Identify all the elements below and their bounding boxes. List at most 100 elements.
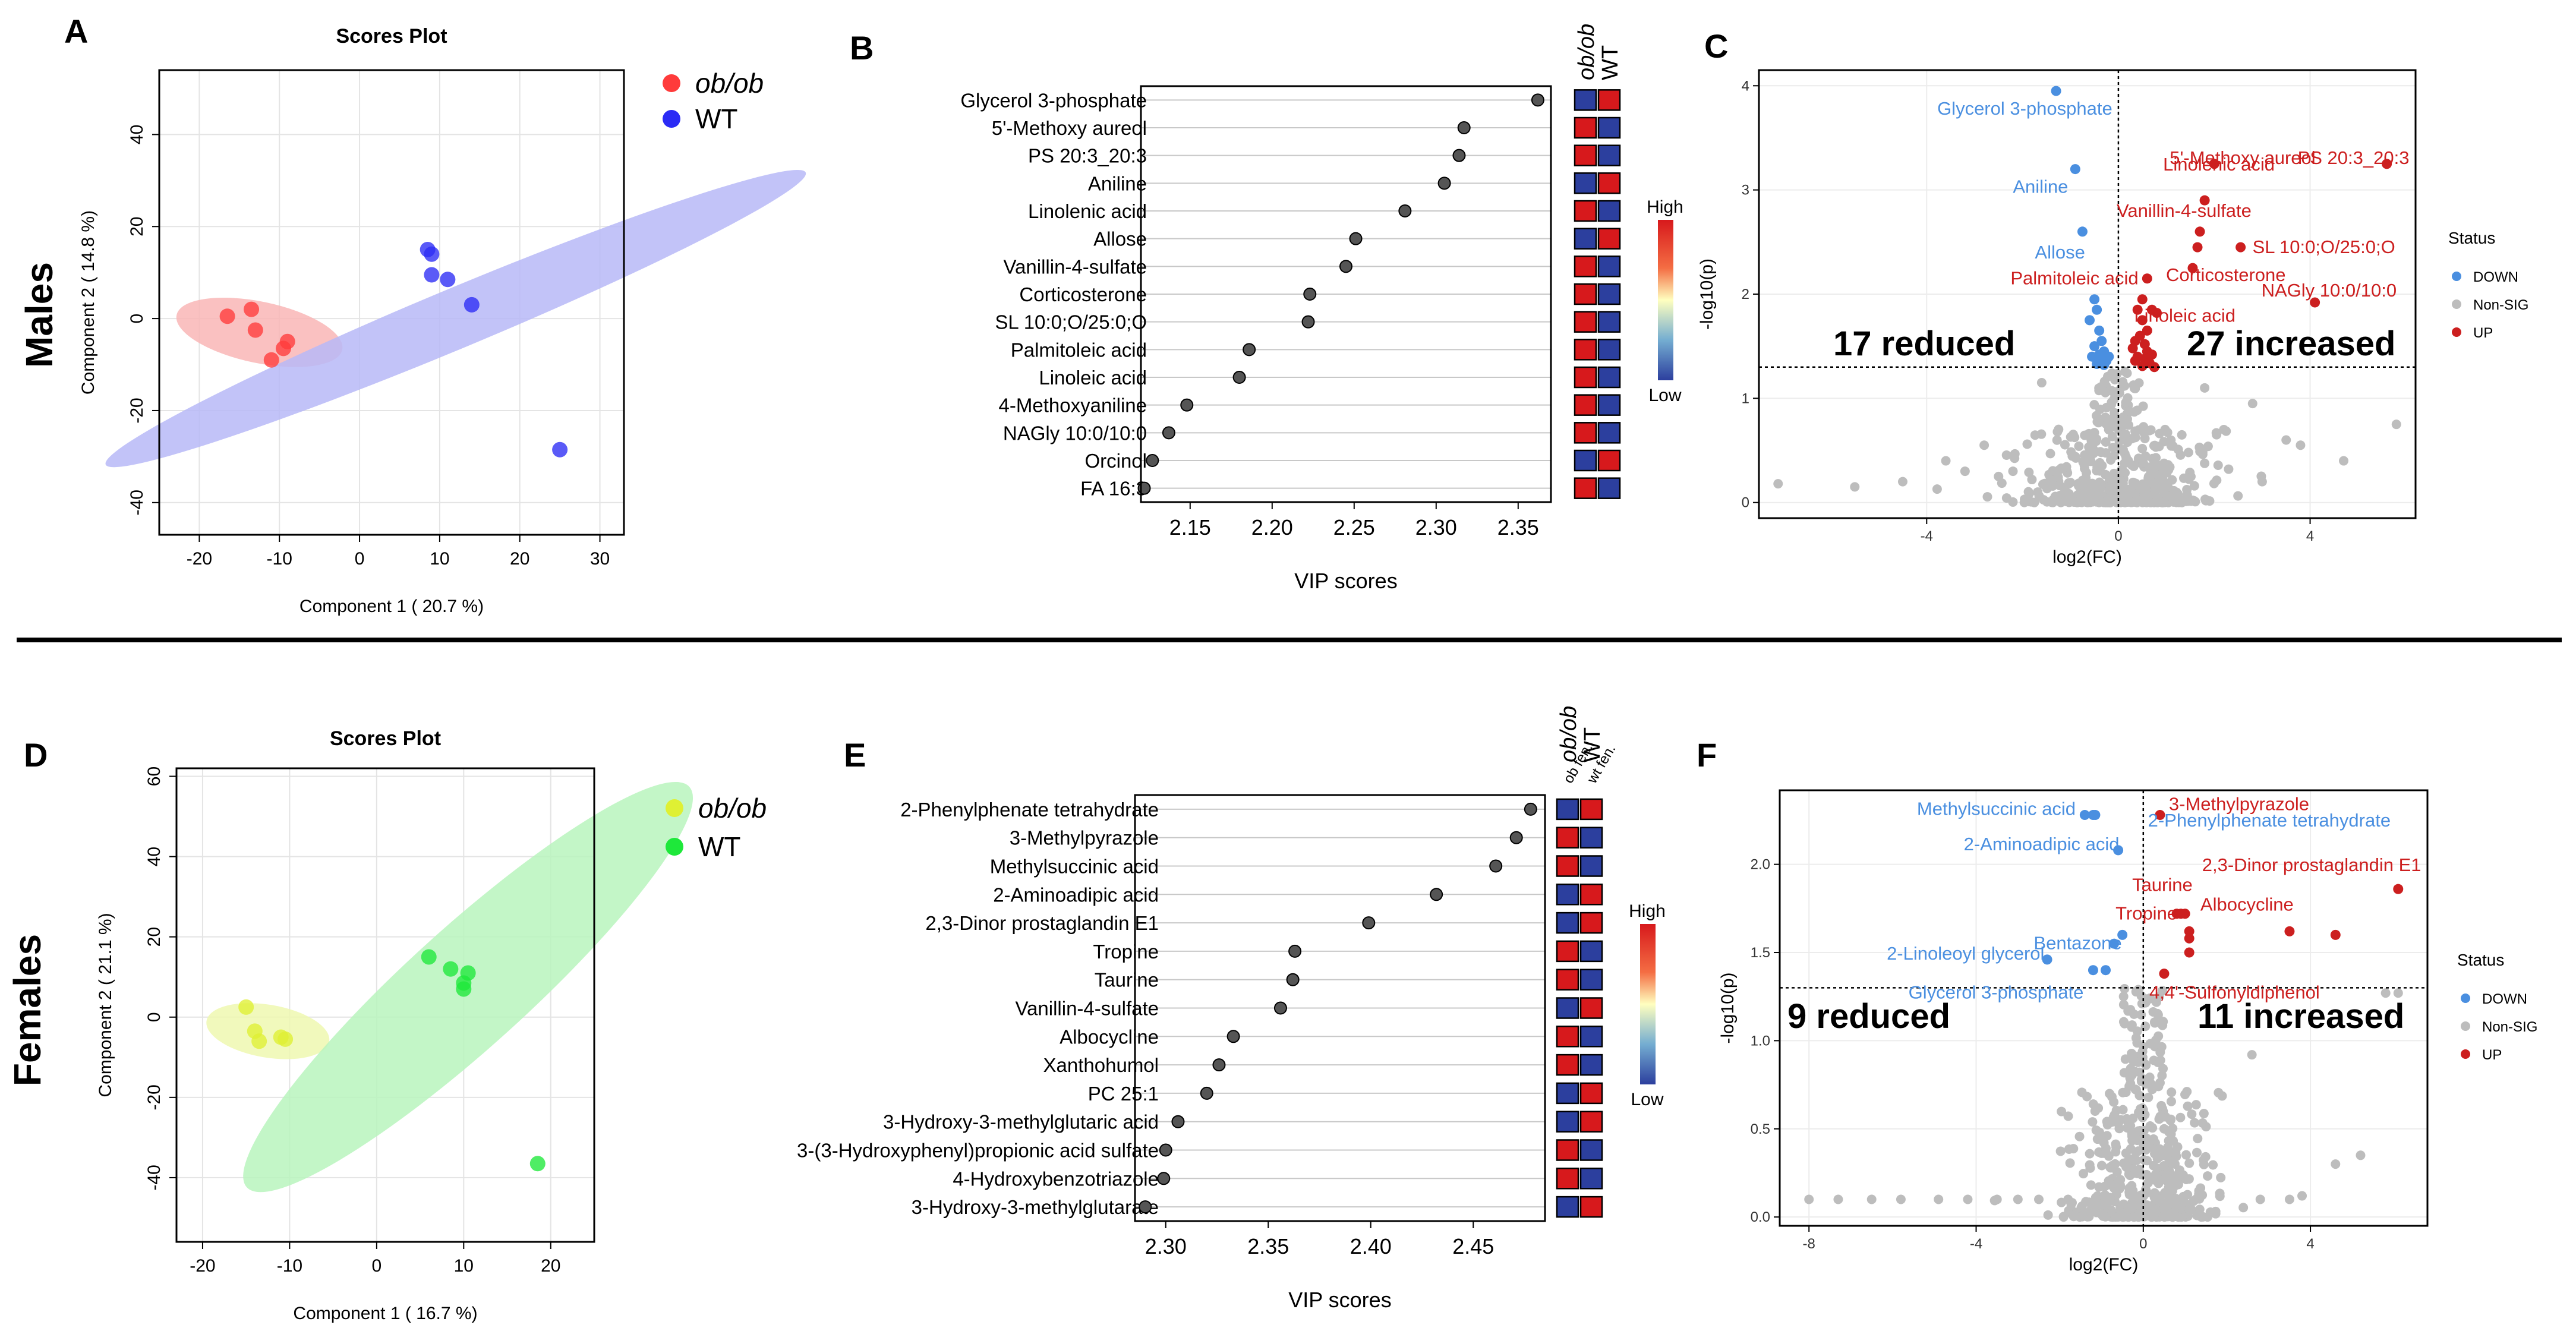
vip-dot xyxy=(1524,802,1537,816)
up-point xyxy=(2195,226,2205,237)
vip-dot xyxy=(1288,944,1302,958)
nonsig-point xyxy=(2175,1203,2186,1213)
nonsig-point xyxy=(2107,1092,2117,1102)
nonsig-point xyxy=(2120,381,2130,391)
heatmap-cell xyxy=(1579,798,1603,821)
nonsig-point xyxy=(2084,442,2094,452)
nonsig-point xyxy=(2193,1134,2203,1144)
x-tick-label: 4 xyxy=(2306,528,2314,544)
heatmap-cell xyxy=(1556,1111,1579,1133)
up-point xyxy=(2184,933,2195,944)
nonsig-point xyxy=(2134,1108,2144,1118)
heatmap-cell xyxy=(1597,89,1621,111)
vip-dot xyxy=(1243,343,1256,357)
nonsig-point xyxy=(2118,444,2128,455)
nonsig-point xyxy=(2247,399,2257,409)
heatmap-cell xyxy=(1597,144,1621,166)
nonsig-point xyxy=(2094,1182,2104,1192)
y-axis-label: -log10(p) xyxy=(1697,258,1717,330)
data-point xyxy=(219,308,235,324)
heatmap-cell xyxy=(1574,477,1597,499)
confidence-ellipse-obob xyxy=(206,1003,330,1059)
vip-category-label: Vanillin-4-sulfate xyxy=(1015,998,1159,1020)
nonsig-point xyxy=(2073,490,2083,500)
vip-dot xyxy=(1157,1172,1171,1185)
nonsig-point xyxy=(2110,388,2120,398)
nonsig-point xyxy=(2187,1109,2197,1119)
nonsig-point xyxy=(2155,1144,2165,1154)
chart-title: Scores Plot xyxy=(336,25,447,48)
nonsig-point xyxy=(2214,1087,2224,1097)
nonsig-point xyxy=(2200,383,2210,393)
heatmap-cell xyxy=(1556,1196,1579,1218)
nonsig-point xyxy=(2238,1203,2249,1213)
nonsig-point xyxy=(2001,450,2011,460)
up-point xyxy=(2130,355,2140,366)
nonsig-point xyxy=(2082,1212,2092,1222)
up-label: Corticosterone xyxy=(2166,264,2286,285)
nonsig-point xyxy=(2129,407,2139,417)
nonsig-point xyxy=(1932,484,1942,494)
legend-high-label: High xyxy=(1629,901,1666,921)
vip-category-label: FA 16:3 xyxy=(1080,478,1147,500)
nonsig-point xyxy=(2166,1114,2176,1124)
up-point xyxy=(2175,909,2186,919)
nonsig-point xyxy=(2092,1134,2102,1144)
up-point xyxy=(2209,159,2219,169)
nonsig-point xyxy=(2140,1079,2151,1089)
nonsig-point xyxy=(2111,1139,2121,1149)
heatmap-cell xyxy=(1574,339,1597,361)
nonsig-point xyxy=(2200,458,2210,468)
data-point xyxy=(424,246,440,262)
nonsig-point xyxy=(2154,1031,2164,1041)
nonsig-point xyxy=(2091,1193,2101,1203)
heatmap-cell xyxy=(1556,1054,1579,1076)
down-point xyxy=(2104,351,2114,362)
heatmap-cell xyxy=(1556,855,1579,877)
chart-title: Scores Plot xyxy=(330,727,441,750)
nonsig-point xyxy=(2150,1018,2160,1028)
nonsig-point xyxy=(2296,440,2306,450)
nonsig-point xyxy=(2064,479,2074,489)
nonsig-point xyxy=(2118,466,2129,477)
nonsig-point xyxy=(2212,475,2222,485)
down-point xyxy=(2077,226,2088,237)
nonsig-point xyxy=(2105,1193,2115,1203)
nonsig-point xyxy=(2393,988,2403,998)
nonsig-point xyxy=(2167,441,2177,451)
nonsig-point xyxy=(2171,1152,2181,1162)
vip-category-label: Corticosterone xyxy=(1019,283,1147,305)
legend-high-label: High xyxy=(1647,197,1683,217)
heatmap-cell xyxy=(1556,940,1579,963)
nonsig-point xyxy=(2247,1050,2257,1060)
nonsig-point xyxy=(2113,1176,2123,1186)
up-point xyxy=(2184,947,2195,958)
y-tick-label: 0.0 xyxy=(1751,1209,1770,1225)
heatmap-cell xyxy=(1579,1082,1603,1105)
data-point xyxy=(244,301,260,317)
nonsig-point xyxy=(2086,456,2096,466)
heatmap-column-label: WT xyxy=(1580,727,1605,762)
nonsig-point xyxy=(2155,1055,2165,1065)
nonsig-point xyxy=(2101,1212,2111,1222)
nonsig-point xyxy=(2138,458,2148,468)
down-label: 2-Aminoadipic acid xyxy=(1964,834,2120,854)
nonsig-point xyxy=(2079,1169,2089,1179)
down-point xyxy=(2089,294,2100,305)
nonsig-point xyxy=(2109,451,2119,461)
nonsig-point xyxy=(2095,447,2105,457)
up-point xyxy=(2137,361,2148,371)
vip-dot xyxy=(1430,888,1443,901)
nonsig-point xyxy=(2158,1017,2168,1027)
data-point xyxy=(251,1033,267,1049)
y-tick-label: 1.5 xyxy=(1751,945,1770,961)
legend-marker xyxy=(2452,299,2461,309)
panel-F: F Methylsuccinic acid 2-Aminoadipic acid 2-… xyxy=(1697,736,2537,1275)
nonsig-point xyxy=(1850,482,1860,492)
nonsig-point xyxy=(2143,1092,2154,1102)
nonsig-point xyxy=(1866,1194,1877,1204)
nonsig-point xyxy=(2136,1010,2146,1020)
nonsig-point xyxy=(2121,1148,2131,1158)
heatmap-cell xyxy=(1574,172,1597,194)
nonsig-point xyxy=(2130,1067,2140,1077)
